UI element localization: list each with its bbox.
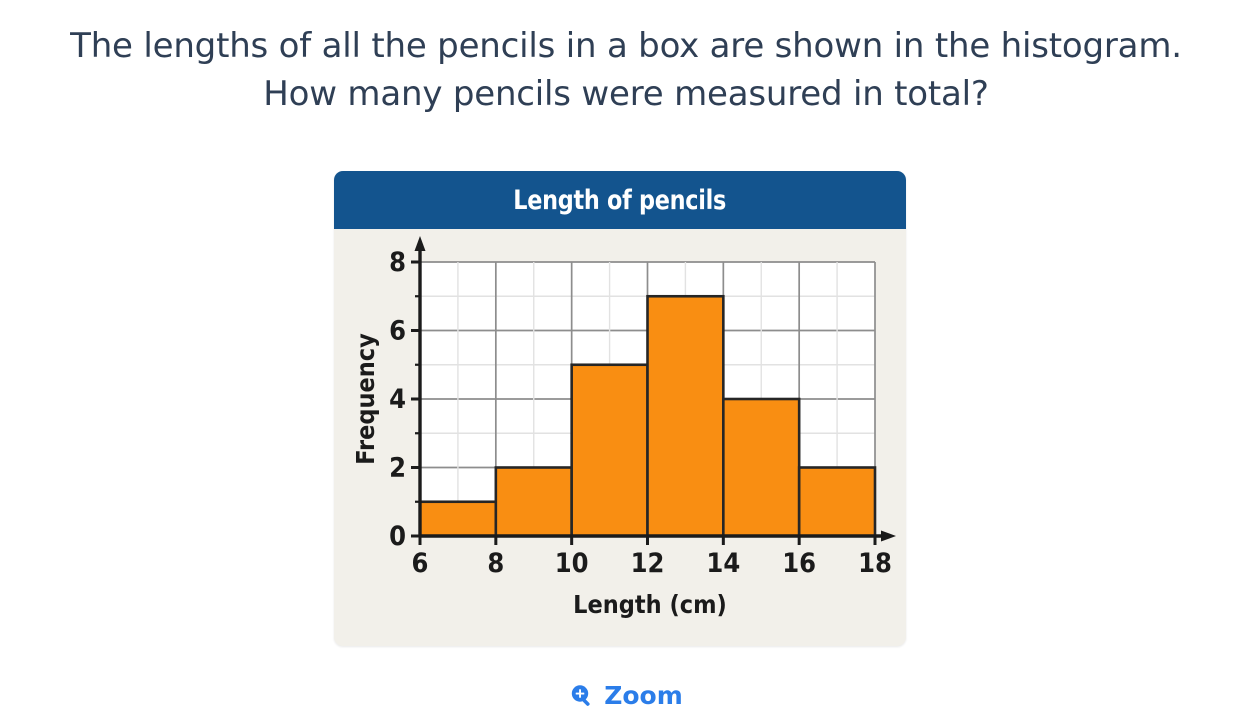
question-line-2: How many pencils were measured in total?: [263, 74, 989, 115]
histogram-plot: 0 2 4 6 8 6 8 10 12 14 16 18 Frequency Length (cm): [334, 229, 906, 646]
histogram-bar: [646, 294, 725, 538]
x-axis-tick-label: 16: [782, 548, 816, 579]
y-axis-tick-label: 4: [389, 384, 406, 415]
x-axis-tick-label: 12: [631, 548, 665, 579]
histogram-bar: [722, 397, 801, 538]
x-axis-tick-label: 18: [858, 548, 892, 579]
y-axis-tick-label: 6: [389, 316, 406, 347]
chart-title: Length of pencils: [513, 184, 727, 216]
question-line-1: The lengths of all the pencils in a box …: [70, 26, 1182, 66]
histogram-bar: [418, 500, 498, 538]
y-axis-title: Frequency: [351, 333, 380, 465]
x-axis-tick-label: 8: [487, 548, 504, 579]
y-axis-tick-label: 2: [389, 453, 406, 484]
histogram-bar: [797, 466, 877, 538]
x-axis-arrowhead: [881, 530, 896, 542]
y-axis-tick-label: 0: [389, 521, 406, 552]
x-axis-tick-label: 10: [555, 548, 589, 579]
histogram-bars: [418, 294, 877, 538]
y-axis-tick-label: 8: [389, 247, 406, 278]
y-axis-tick-labels: 0 2 4 6 8: [389, 247, 406, 552]
histogram-svg: 0 2 4 6 8 6 8 10 12 14 16 18 Frequency Length (cm): [351, 236, 896, 619]
y-axis-ticks: [411, 260, 420, 538]
question-prompt: The lengths of all the pencils in a box …: [0, 0, 1252, 119]
x-axis-title: Length (cm): [573, 590, 727, 619]
histogram-card: Length of pencils 0 2 4 6 8 6 8 10 12 14 16 18: [334, 171, 906, 646]
x-axis-tick-labels: 6 8 10 12 14 16 18: [412, 548, 892, 579]
x-axis-tick-label: 14: [706, 548, 740, 579]
x-axis-ticks: [418, 536, 877, 545]
magnifier-plus-icon[interactable]: [569, 683, 595, 709]
y-axis-arrowhead: [414, 236, 426, 251]
histogram-bar: [494, 466, 573, 538]
chart-title-bar: Length of pencils: [334, 171, 906, 229]
zoom-button[interactable]: Zoom: [0, 681, 1252, 710]
histogram-bar: [570, 363, 649, 538]
zoom-label: Zoom: [604, 681, 683, 710]
x-axis-tick-label: 6: [412, 548, 429, 579]
